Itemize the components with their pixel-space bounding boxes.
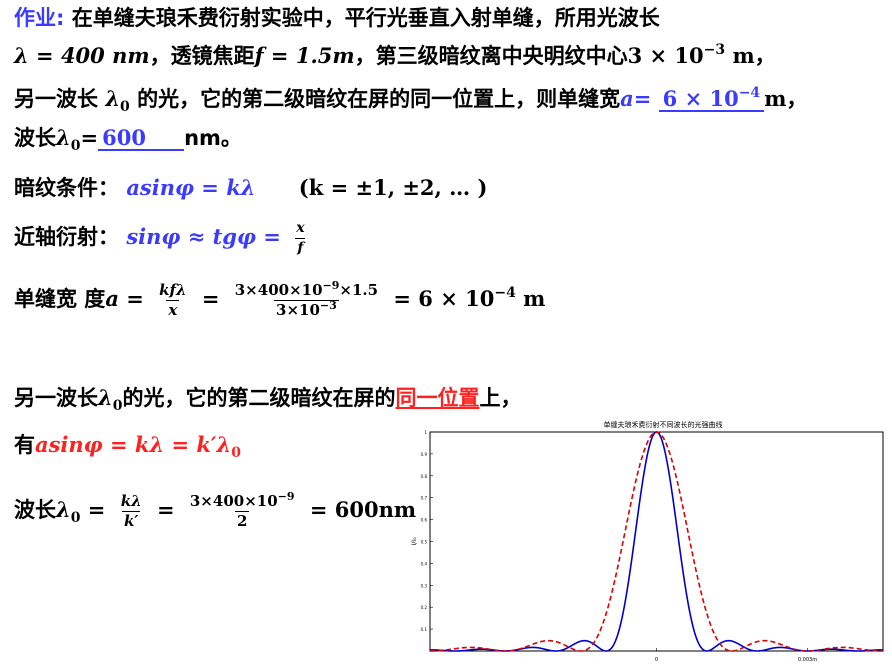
have-formula: asinφ = kλ = k′λ (35, 432, 232, 457)
focal-length: f = 1.5m (254, 43, 355, 68)
y-tick-label: 0.8 (421, 474, 428, 479)
answer-slit-width: 6 × 10−4 (658, 86, 765, 112)
x-tick-label: 0.003m (798, 657, 817, 663)
intensity-curve-2 (430, 431, 883, 652)
chart-title: 单缝夫琅禾费衍射不同波长的光强曲线 (604, 420, 723, 429)
x-tick-label: 0 (655, 657, 658, 663)
wavelength-value: λ = 400 nm (14, 43, 150, 68)
wavelength-result: = 600nm (309, 497, 417, 522)
distance-value: 3 × 10 (627, 43, 704, 68)
y-tick-label: 0.5 (421, 540, 428, 545)
second-wavelength-statement: 另一波长λ0的光，它的第二级暗纹在屏的同一位置上， (14, 385, 522, 414)
order-condition: (k = ±1, ±2, … ) (298, 175, 488, 200)
slit-width-calculation: 单缝宽 度a = kfλ x = 3×400×10−9×1.5 3×10−3 = … (14, 279, 546, 319)
slit-width-number-fraction: 3×400×10−9×1.5 3×10−3 (234, 279, 379, 319)
dark-fringe-condition: 暗纹条件： asinφ = kλ (k = ±1, ±2, … ) (14, 175, 488, 200)
intensity-curve-1 (430, 431, 883, 652)
y-tick-label: 0.2 (421, 605, 428, 610)
answer-wavelength: 600 (98, 127, 185, 151)
y-axis-label: I/I₀ (411, 537, 418, 546)
equality-formula: 有asinφ = kλ = k′λ0 (14, 432, 241, 461)
problem-label: 作业: (14, 6, 65, 30)
y-tick-label: 0.3 (421, 583, 428, 588)
y-tick-label: 0.6 (421, 518, 428, 523)
kf-lambda-fraction: kfλ x (159, 281, 187, 319)
slit-width-result: = 6 × 10 (393, 286, 495, 311)
intensity-curves (430, 431, 883, 652)
problem-line-2: λ = 400 nm，透镜焦距f = 1.5m，第三级暗纹离中央明纹中心3 × … (14, 42, 776, 68)
problem-text-1: 在单缝夫琅禾费衍射实验中，平行光垂直入射单缝，所用光波长 (71, 6, 660, 30)
y-tick-label: 0.4 (421, 561, 428, 566)
k-lambda-fraction: kλ k′ (120, 492, 142, 530)
paraxial-formula: sinφ ≈ tgφ = (126, 224, 281, 249)
y-axis: 0.1 0.2 0.3 0.4 0.5 0.6 0.7 0.8 0.9 1 (421, 430, 433, 632)
problem-line-1: 作业: 在单缝夫琅禾费衍射实验中，平行光垂直入射单缝，所用光波长 (14, 3, 660, 33)
dark-fringe-formula: asinφ = kλ (126, 175, 256, 200)
y-tick-label: 0.7 (421, 496, 428, 501)
plot-frame (429, 431, 884, 652)
y-tick-label: 0.9 (421, 452, 428, 457)
wavelength-calculation: 波长λ0 = kλ k′ = 3×400×10−9 2 = 600nm (14, 490, 417, 530)
problem-line-4: 波长λ0= 600 nm。 (14, 125, 242, 154)
wavelength-number-fraction: 3×400×10−9 2 (189, 490, 295, 530)
same-position-highlight: 同一位置 (395, 386, 480, 410)
y-tick-label: 1 (424, 430, 427, 435)
intensity-chart: 单缝夫琅禾费衍射不同波长的光强曲线 0.10.20.30.40.50.60.70… (411, 420, 884, 663)
problem-line-3: 另一波长 λ0 的光，它的第二级暗纹在屏的同一位置上，则单缝宽a= 6 × 10… (14, 85, 808, 115)
y-tick-label: 0.1 (421, 627, 428, 632)
